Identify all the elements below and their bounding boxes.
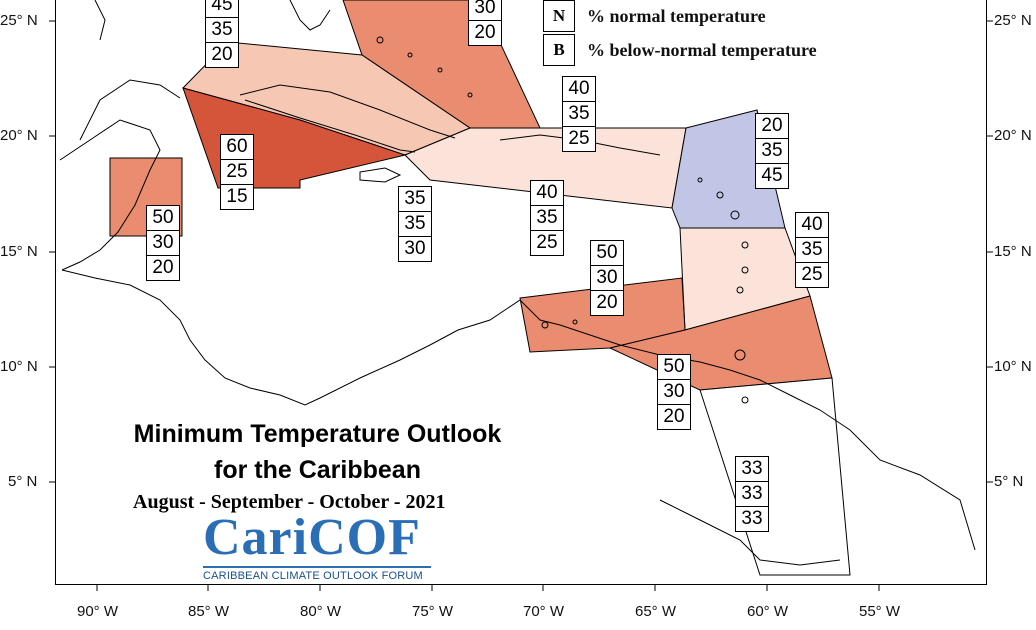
prob-below: 45 [761,165,783,186]
prob-above: 60 [221,135,253,160]
prob-below: 25 [536,232,558,253]
prob-below: 25 [568,128,590,149]
prob-normal: 35 [756,139,788,164]
legend-item-below: B % below-normal temperature [543,34,817,66]
map-title-line1: Minimum Temperature Outlook [133,420,502,448]
lat-label-left: 5° N [8,473,38,490]
prob-below: 20 [211,44,233,65]
logo-rule [203,566,431,568]
prob-above: 33 [736,457,768,482]
legend-key: B [543,34,575,66]
lat-label-left: 20° N [0,127,38,144]
prob-normal: 35 [206,18,238,43]
lat-label-right: 10° N [994,358,1032,375]
prob-box-guianas: 33 33 33 [735,456,769,532]
prob-box-bahamas-west: 45 35 20 [205,0,239,68]
lon-label: 90° W [77,603,119,620]
lat-label-right: 15° N [994,243,1032,260]
lat-label-right: 20° N [994,127,1032,144]
lon-label: 55° W [859,603,901,620]
coastlines [59,0,976,566]
prob-box-cuba-north: 40 35 25 [562,76,596,152]
prob-below: 15 [226,186,248,207]
prob-box-jamaica: 35 35 30 [398,186,432,262]
prob-box-cuba-south: 60 25 15 [220,134,254,210]
prob-below: 20 [474,22,496,43]
prob-above: 50 [147,206,179,231]
legend-item-normal: N % normal temperature [543,0,766,32]
prob-box-bahamas-east: 30 20 [468,0,502,46]
prob-box-trinidad: 50 30 20 [657,354,691,430]
prob-normal: 30 [658,380,690,405]
prob-above: 45 [206,0,238,18]
islands [376,36,749,404]
prob-below: 20 [596,292,618,313]
lon-label: 60° W [747,603,789,620]
prob-below: 20 [152,257,174,278]
prob-normal: 30 [469,0,501,21]
lon-label: 85° W [188,603,230,620]
axis-ticks [49,20,993,591]
caricof-logo: CariCOF CARIBBEAN CLIMATE OUTLOOK FORUM [203,512,431,582]
prob-below: 25 [801,264,823,285]
prob-box-hispaniola: 40 35 25 [530,180,564,256]
lat-label-right: 5° N [994,473,1024,490]
lat-label-left: 15° N [0,243,38,260]
prob-box-windward: 40 35 25 [795,212,829,288]
prob-box-belize: 50 30 20 [146,205,180,281]
prob-normal: 25 [221,160,253,185]
prob-normal: 35 [531,206,563,231]
outlook-period: August - September - October - 2021 [133,491,446,513]
prob-below: 33 [741,508,763,529]
prob-box-abc-islands: 50 30 20 [590,240,624,316]
prob-normal: 35 [796,238,828,263]
prob-above: 40 [531,181,563,206]
lat-label-left: 25° N [0,12,38,29]
prob-normal: 35 [563,102,595,127]
lon-label: 75° W [412,603,454,620]
prob-below: 20 [663,406,685,427]
lat-label-left: 10° N [0,358,38,375]
legend-key: N [543,0,575,32]
prob-normal: 33 [736,482,768,507]
prob-above: 50 [591,241,623,266]
prob-above: 40 [563,77,595,102]
prob-normal: 30 [591,266,623,291]
prob-normal: 30 [147,231,179,256]
region-guianas [699,377,851,576]
lon-label: 65° W [635,603,677,620]
lon-label: 70° W [523,603,565,620]
prob-above: 35 [399,187,431,212]
map-title-line2: for the Caribbean [214,456,421,484]
lon-label: 80° W [300,603,342,620]
prob-normal: 35 [399,212,431,237]
logo-wordmark: CariCOF [203,509,421,566]
prob-above: 20 [756,114,788,139]
prob-above: 50 [658,355,690,380]
prob-below: 30 [404,238,426,259]
prob-above: 40 [796,213,828,238]
prob-box-leeward: 20 35 45 [755,113,789,189]
legend-label: % normal temperature [587,5,766,26]
logo-tagline: CARIBBEAN CLIMATE OUTLOOK FORUM [203,570,423,582]
legend-label: % below-normal temperature [587,39,817,60]
lat-label-right: 25° N [994,12,1032,29]
